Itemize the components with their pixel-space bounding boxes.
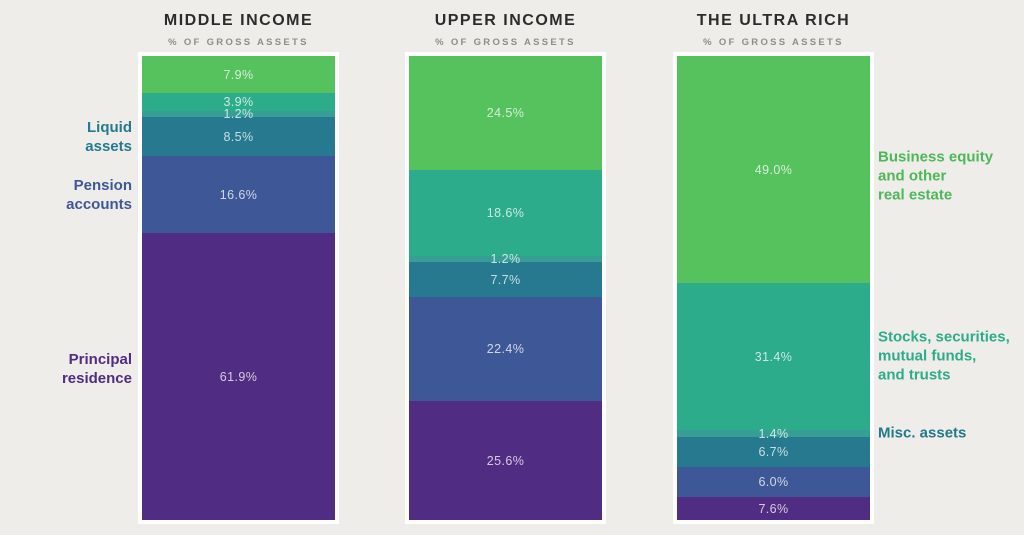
bar-segment: 24.5% <box>409 56 602 170</box>
side-label: Business equity and other real estate <box>878 148 1024 205</box>
stacked-bar: 7.9% 3.9% 1.2% 8.5% 16.6% 61.9% <box>142 56 335 520</box>
bar-frame: 24.5% 18.6% 1.2% 7.7% 22.4% 25.6% <box>405 52 606 524</box>
segment-value-label: 24.5% <box>486 106 525 120</box>
bar-segment: 25.6% <box>409 401 602 520</box>
bar-segment: 7.9% <box>142 56 335 93</box>
bar-segment: 6.0% <box>677 467 870 497</box>
bar-segment: 7.6% <box>677 497 870 520</box>
column-subtitle: % OF GROSS ASSETS <box>703 37 844 48</box>
bar-segment: 22.4% <box>409 297 602 401</box>
side-label-line: Stocks, securities, <box>878 328 1010 346</box>
side-label: Pension accounts <box>0 176 132 214</box>
segment-value-label: 49.0% <box>754 162 793 177</box>
segment-value-label: 25.6% <box>486 453 525 468</box>
segment-value-label: 22.4% <box>486 342 525 356</box>
stacked-bar: 24.5% 18.6% 1.2% 7.7% 22.4% 25.6% <box>409 56 602 520</box>
side-label: Stocks, securities, mutual funds, and trus… <box>878 328 1024 385</box>
bar-segment: 31.4% <box>677 283 870 430</box>
side-label-line: Liquid <box>87 119 132 136</box>
column-subtitle: % OF GROSS ASSETS <box>435 37 576 48</box>
side-label: Principal residence <box>0 350 132 388</box>
column-header: MIDDLE INCOME % OF GROSS ASSETS <box>138 12 339 48</box>
column-title: THE ULTRA RICH <box>696 12 851 29</box>
segment-value-label: 16.6% <box>219 187 258 202</box>
segment-value-label: 7.7% <box>490 272 521 287</box>
segment-value-label: 6.0% <box>758 475 789 489</box>
side-label-line: assets <box>85 138 132 155</box>
bar-segment: 18.6% <box>409 170 602 256</box>
side-label-line: Business equity <box>878 148 994 166</box>
segment-value-label: 3.9% <box>223 95 254 109</box>
segment-value-label: 7.6% <box>758 501 789 516</box>
bar-segment: 6.7% <box>677 437 870 467</box>
column-title: MIDDLE INCOME <box>163 12 314 29</box>
side-label-line: and trusts <box>878 366 951 384</box>
column-header: UPPER INCOME % OF GROSS ASSETS <box>405 12 606 48</box>
side-label-line: real estate <box>878 186 953 204</box>
bar-segment: 61.9% <box>142 233 335 520</box>
side-label-line: mutual funds, <box>878 347 977 365</box>
segment-value-label: 7.9% <box>223 67 254 82</box>
segment-value-label: 8.5% <box>223 129 254 144</box>
side-label: Misc. assets <box>878 424 1024 443</box>
segment-value-label: 6.7% <box>758 445 789 459</box>
column-subtitle: % OF GROSS ASSETS <box>168 37 309 48</box>
column-header: THE ULTRA RICH % OF GROSS ASSETS <box>673 12 874 48</box>
side-label-line: accounts <box>66 196 132 213</box>
segment-value-label: 61.9% <box>219 369 258 384</box>
bar-frame: 7.9% 3.9% 1.2% 8.5% 16.6% 61.9% <box>138 52 339 524</box>
bar-segment: 1.4% <box>677 427 870 441</box>
column-title: UPPER INCOME <box>434 12 577 29</box>
bar-segment: 3.9% <box>142 93 335 111</box>
side-label-line: Principal <box>68 351 132 368</box>
bar-segment: 8.5% <box>142 117 335 156</box>
side-label-line: Pension <box>73 177 132 194</box>
bar-segment: 16.6% <box>142 156 335 233</box>
segment-value-label: 18.6% <box>486 206 525 220</box>
bar-segment: 7.7% <box>409 262 602 297</box>
stacked-bar: 49.0% 31.4% 1.4% 6.7% 6.0% 7.6% <box>677 56 870 520</box>
side-label: Liquid assets <box>0 118 132 156</box>
bar-frame: 49.0% 31.4% 1.4% 6.7% 6.0% 7.6% <box>673 52 874 524</box>
side-label-line: residence <box>61 370 132 387</box>
bar-segment: 49.0% <box>677 56 870 283</box>
side-label-line: Misc. assets <box>878 424 967 442</box>
segment-value-label: 31.4% <box>754 349 793 364</box>
side-label-line: and other <box>878 167 947 185</box>
